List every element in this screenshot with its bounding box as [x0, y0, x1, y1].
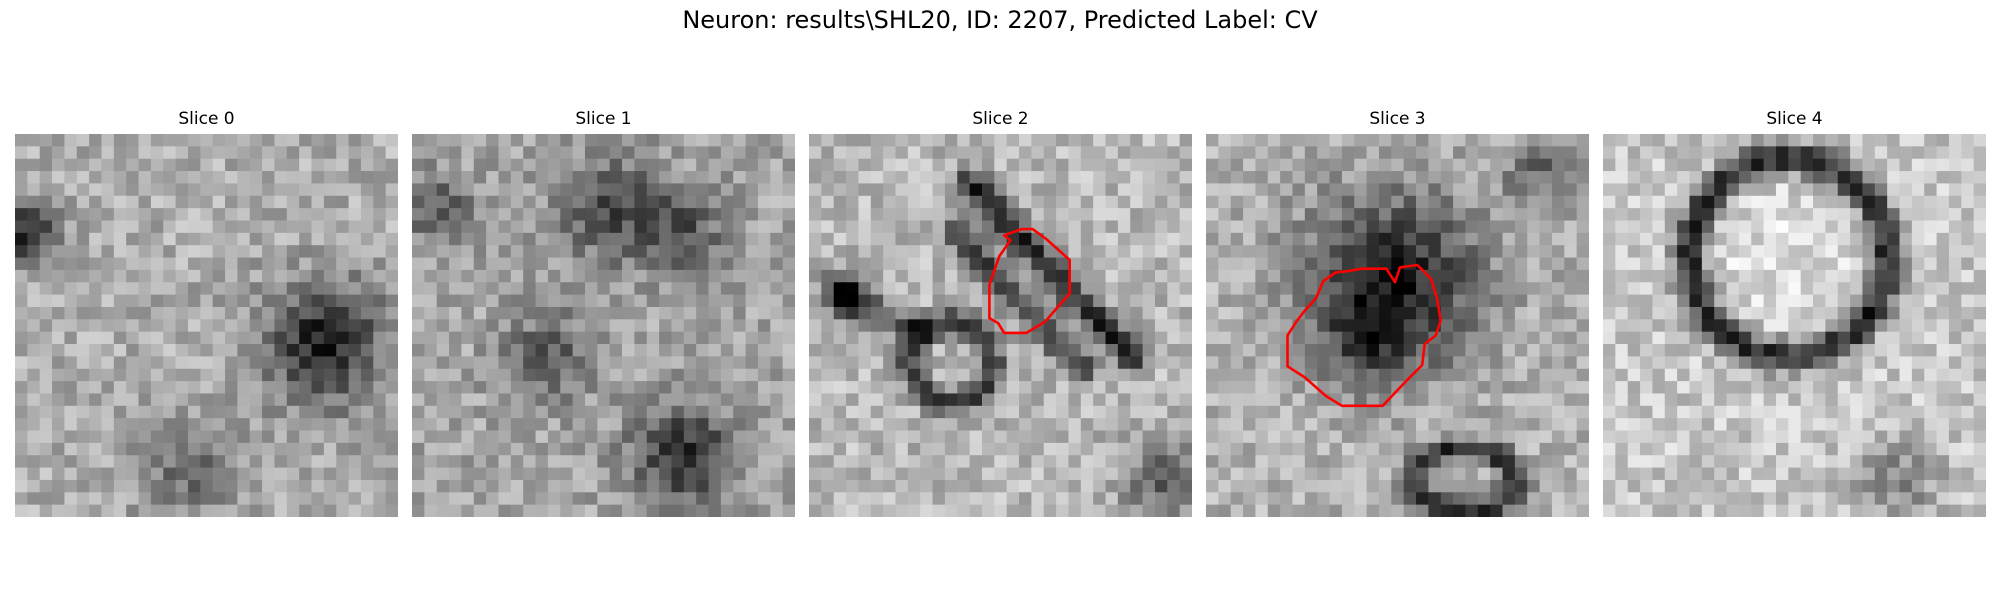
slice-panel-0: Slice 0	[15, 108, 398, 517]
slice-panel-1: Slice 1	[412, 108, 795, 517]
slice-panel-4: Slice 4	[1603, 108, 1986, 517]
slice-image-0	[15, 134, 398, 517]
figure-title: Neuron: results\SHL20, ID: 2207, Predict…	[682, 6, 1318, 34]
slice-image-3	[1206, 134, 1589, 517]
slice-image-2	[809, 134, 1192, 517]
slice-title-3: Slice 3	[1369, 109, 1426, 129]
slice-image-1	[412, 134, 795, 517]
segmentation-contour	[988, 227, 1072, 335]
slice-image-4	[1603, 134, 1986, 517]
segmentation-contour	[1286, 263, 1442, 408]
slice-title-0: Slice 0	[178, 109, 235, 129]
slice-title-2: Slice 2	[972, 109, 1029, 129]
slice-title-1: Slice 1	[575, 109, 632, 129]
slice-panel-3: Slice 3	[1206, 108, 1589, 517]
slice-title-4: Slice 4	[1766, 109, 1823, 129]
slice-panel-2: Slice 2	[809, 108, 1192, 517]
